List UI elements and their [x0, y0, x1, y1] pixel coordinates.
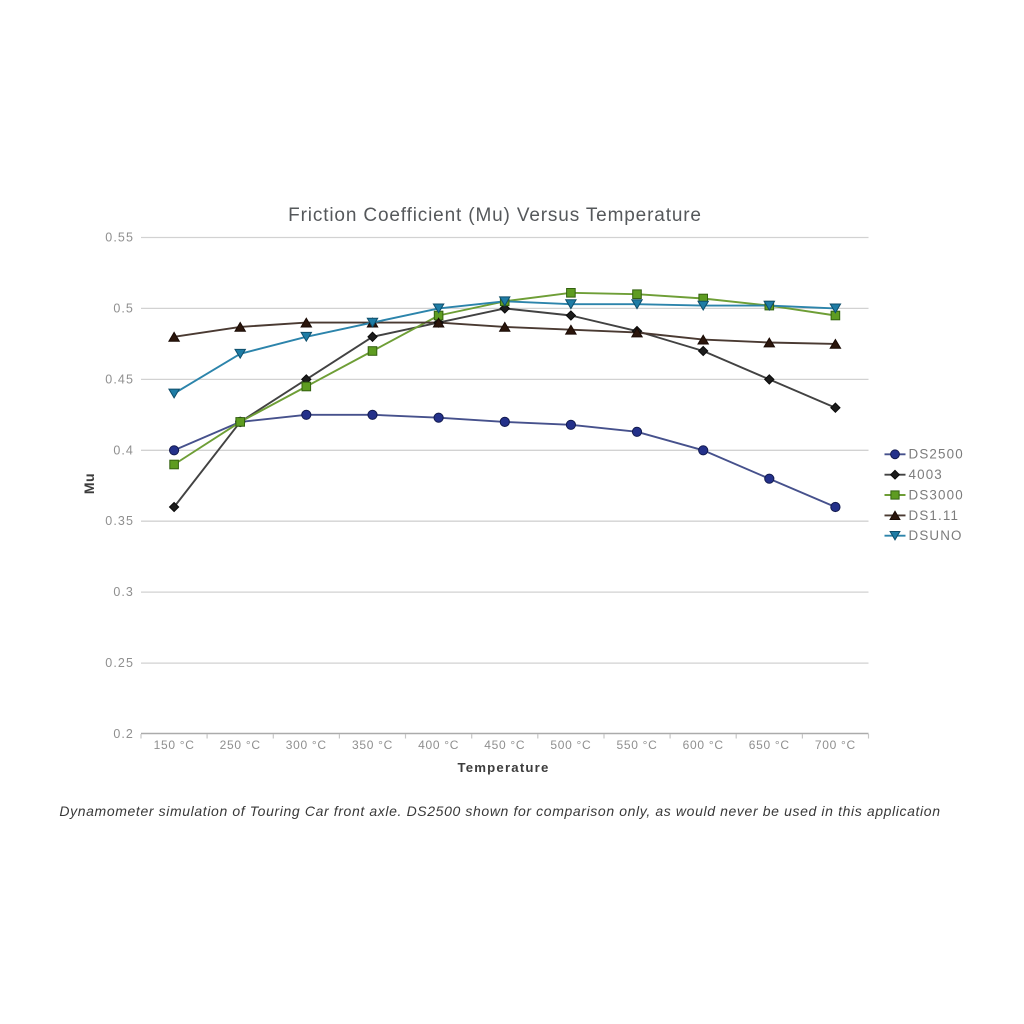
svg-text:DSUNO: DSUNO: [909, 528, 963, 543]
svg-text:250 °C: 250 °C: [220, 738, 261, 752]
svg-text:0.35: 0.35: [105, 514, 134, 528]
svg-text:700 °C: 700 °C: [815, 738, 856, 752]
svg-text:DS2500: DS2500: [909, 447, 964, 462]
svg-text:600 °C: 600 °C: [683, 738, 724, 752]
svg-text:0.5: 0.5: [113, 301, 134, 315]
svg-text:550 °C: 550 °C: [616, 738, 657, 752]
svg-text:0.25: 0.25: [105, 656, 134, 670]
svg-text:DS3000: DS3000: [909, 487, 964, 502]
svg-text:450 °C: 450 °C: [484, 738, 525, 752]
svg-text:0.2: 0.2: [113, 727, 134, 741]
svg-text:DS1.11: DS1.11: [909, 508, 960, 523]
svg-text:0.45: 0.45: [105, 372, 134, 386]
svg-text:Friction Coefficient (Mu) Vers: Friction Coefficient (Mu) Versus Tempera…: [288, 205, 702, 226]
svg-text:Mu: Mu: [81, 473, 97, 494]
svg-text:0.55: 0.55: [105, 231, 134, 245]
svg-text:Temperature: Temperature: [457, 760, 549, 775]
svg-text:350 °C: 350 °C: [352, 738, 393, 752]
svg-text:300 °C: 300 °C: [286, 738, 327, 752]
svg-text:0.3: 0.3: [113, 585, 134, 599]
svg-text:0.4: 0.4: [113, 443, 134, 457]
svg-text:500 °C: 500 °C: [550, 738, 591, 752]
svg-text:150 °C: 150 °C: [154, 738, 195, 752]
svg-text:4003: 4003: [909, 467, 943, 482]
svg-text:Dynamometer simulation of Tour: Dynamometer simulation of Touring Car fr…: [59, 803, 940, 819]
svg-text:400 °C: 400 °C: [418, 738, 459, 752]
svg-text:650 °C: 650 °C: [749, 738, 790, 752]
